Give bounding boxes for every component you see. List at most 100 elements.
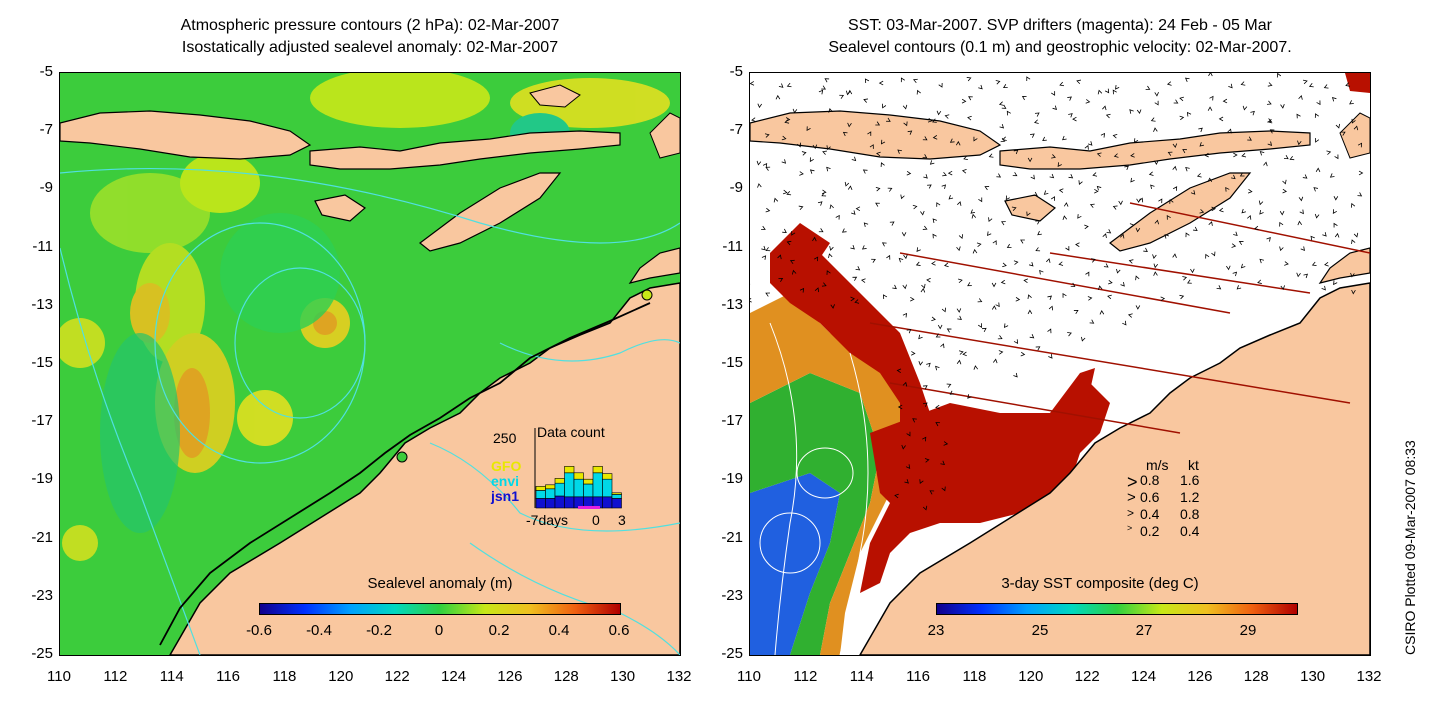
data-count-bar-envi bbox=[592, 472, 603, 498]
velocity-arrow bbox=[761, 225, 766, 231]
velocity-arrow bbox=[821, 189, 827, 195]
velocity-arrow bbox=[1106, 229, 1112, 234]
velocity-arrow bbox=[1027, 309, 1033, 315]
velocity-arrow bbox=[1267, 118, 1273, 124]
velocity-arrow bbox=[1164, 233, 1169, 239]
velocity-arrow bbox=[761, 255, 767, 260]
lat-tick-label: -19 bbox=[721, 470, 743, 488]
velocity-arrow bbox=[861, 245, 867, 250]
velocity-arrow bbox=[1128, 259, 1134, 264]
velocity-arrow bbox=[1153, 263, 1159, 269]
velocity-arrow bbox=[944, 114, 950, 119]
velocity-arrow bbox=[1078, 180, 1083, 186]
right-colorbar-label: 3-day SST composite (deg C) bbox=[1001, 575, 1199, 592]
velocity-arrow bbox=[1006, 243, 1012, 248]
velocity-arrow bbox=[1013, 339, 1019, 344]
velocity-arrow bbox=[976, 242, 982, 247]
velocity-arrow bbox=[1046, 258, 1051, 263]
velocity-arrow bbox=[1092, 172, 1098, 177]
right-map-canvas bbox=[750, 73, 1370, 655]
velocity-arrow-icon: > bbox=[1127, 506, 1135, 520]
velocity-arrow bbox=[1211, 206, 1216, 212]
data-count-bar-gfo bbox=[583, 478, 594, 485]
velocity-arrow bbox=[1351, 239, 1356, 245]
velocity-arrow bbox=[1068, 174, 1074, 179]
velocity-arrow bbox=[1196, 173, 1202, 178]
velocity-arrow bbox=[961, 98, 967, 104]
left-map-title-line1: Atmospheric pressure contours (2 hPa): 0… bbox=[180, 17, 560, 34]
velocity-arrow bbox=[1313, 187, 1319, 192]
velocity-arrow bbox=[998, 101, 1004, 106]
lat-tick-label: -9 bbox=[39, 179, 53, 197]
lon-tick-label: 114 bbox=[849, 668, 874, 685]
lat-tick-label: -19 bbox=[31, 470, 53, 488]
data-count-bar-gfo bbox=[554, 478, 565, 484]
velocity-arrow bbox=[828, 253, 833, 259]
velocity-arrow bbox=[814, 256, 819, 262]
lat-tick-label: -15 bbox=[721, 354, 743, 371]
velocity-arrow bbox=[903, 121, 908, 127]
velocity-arrow bbox=[1020, 351, 1026, 357]
velocity-arrow bbox=[1143, 247, 1148, 253]
velocity-arrow bbox=[1104, 88, 1110, 94]
velocity-arrow bbox=[919, 479, 924, 485]
velocity-arrow bbox=[1324, 261, 1329, 267]
velocity-arrow bbox=[1153, 271, 1158, 276]
velocity-arrow bbox=[906, 431, 911, 437]
velocity-arrow bbox=[1034, 112, 1040, 117]
velocity-arrow bbox=[1323, 84, 1329, 89]
velocity-arrow bbox=[860, 278, 866, 283]
velocity-arrow bbox=[1070, 282, 1076, 287]
lon-tick-label: 110 bbox=[737, 668, 761, 685]
velocity-arrow bbox=[1085, 99, 1091, 104]
lon-tick-label: 110 bbox=[47, 668, 71, 685]
velocity-arrow bbox=[900, 194, 905, 200]
velocity-arrow bbox=[943, 262, 949, 268]
velocity-arrow bbox=[886, 254, 891, 260]
velocity-arrow bbox=[1002, 262, 1007, 268]
velocity-arrow bbox=[941, 184, 947, 189]
velocity-arrow bbox=[1179, 115, 1185, 121]
velocity-arrow bbox=[957, 201, 962, 206]
velocity-arrow bbox=[1166, 214, 1171, 220]
velocity-arrow bbox=[1150, 117, 1156, 122]
left-colorbar-tick: 0.6 bbox=[608, 622, 630, 639]
velocity-arrow bbox=[956, 359, 962, 365]
velocity-arrow bbox=[1129, 223, 1135, 228]
velocity-arrow bbox=[1216, 285, 1222, 290]
velocity-arrow bbox=[1357, 142, 1363, 148]
velocity-arrow bbox=[1129, 109, 1134, 114]
velocity-arrow bbox=[1298, 94, 1303, 100]
data-count-x-label: 3 bbox=[618, 512, 626, 528]
velocity-arrow bbox=[871, 258, 876, 263]
velocity-arrow bbox=[778, 83, 784, 88]
velocity-arrow bbox=[906, 328, 912, 334]
velocity-arrow bbox=[910, 296, 915, 302]
right-map-panel[interactable] bbox=[749, 72, 1371, 656]
lat-tick-label: -17 bbox=[31, 412, 53, 430]
velocity-arrow bbox=[1112, 205, 1118, 210]
velocity-arrow bbox=[1052, 105, 1058, 111]
velocity-arrow bbox=[1205, 253, 1210, 259]
velocity-arrow bbox=[988, 217, 993, 223]
lon-tick-label: 112 bbox=[103, 668, 128, 685]
velocity-arrow bbox=[882, 294, 888, 300]
velocity-arrow bbox=[1233, 231, 1238, 237]
velocity-arrow bbox=[1138, 197, 1144, 203]
velocity-arrow bbox=[902, 381, 908, 387]
velocity-arrow bbox=[1154, 92, 1159, 97]
velocity-arrow bbox=[850, 296, 855, 302]
velocity-arrow bbox=[818, 89, 824, 95]
velocity-legend-header-kt: kt bbox=[1188, 457, 1199, 473]
data-count-bar-gfo bbox=[602, 473, 613, 480]
velocity-arrow bbox=[1021, 96, 1027, 101]
velocity-arrow bbox=[775, 94, 781, 100]
right-colorbar bbox=[936, 603, 1298, 615]
velocity-arrow bbox=[1089, 319, 1095, 324]
left-map-panel[interactable] bbox=[59, 72, 681, 656]
velocity-arrow bbox=[1250, 110, 1255, 116]
velocity-arrow bbox=[869, 144, 874, 149]
velocity-arrow bbox=[922, 385, 928, 390]
velocity-arrow bbox=[995, 80, 1001, 85]
velocity-arrow bbox=[966, 77, 972, 82]
